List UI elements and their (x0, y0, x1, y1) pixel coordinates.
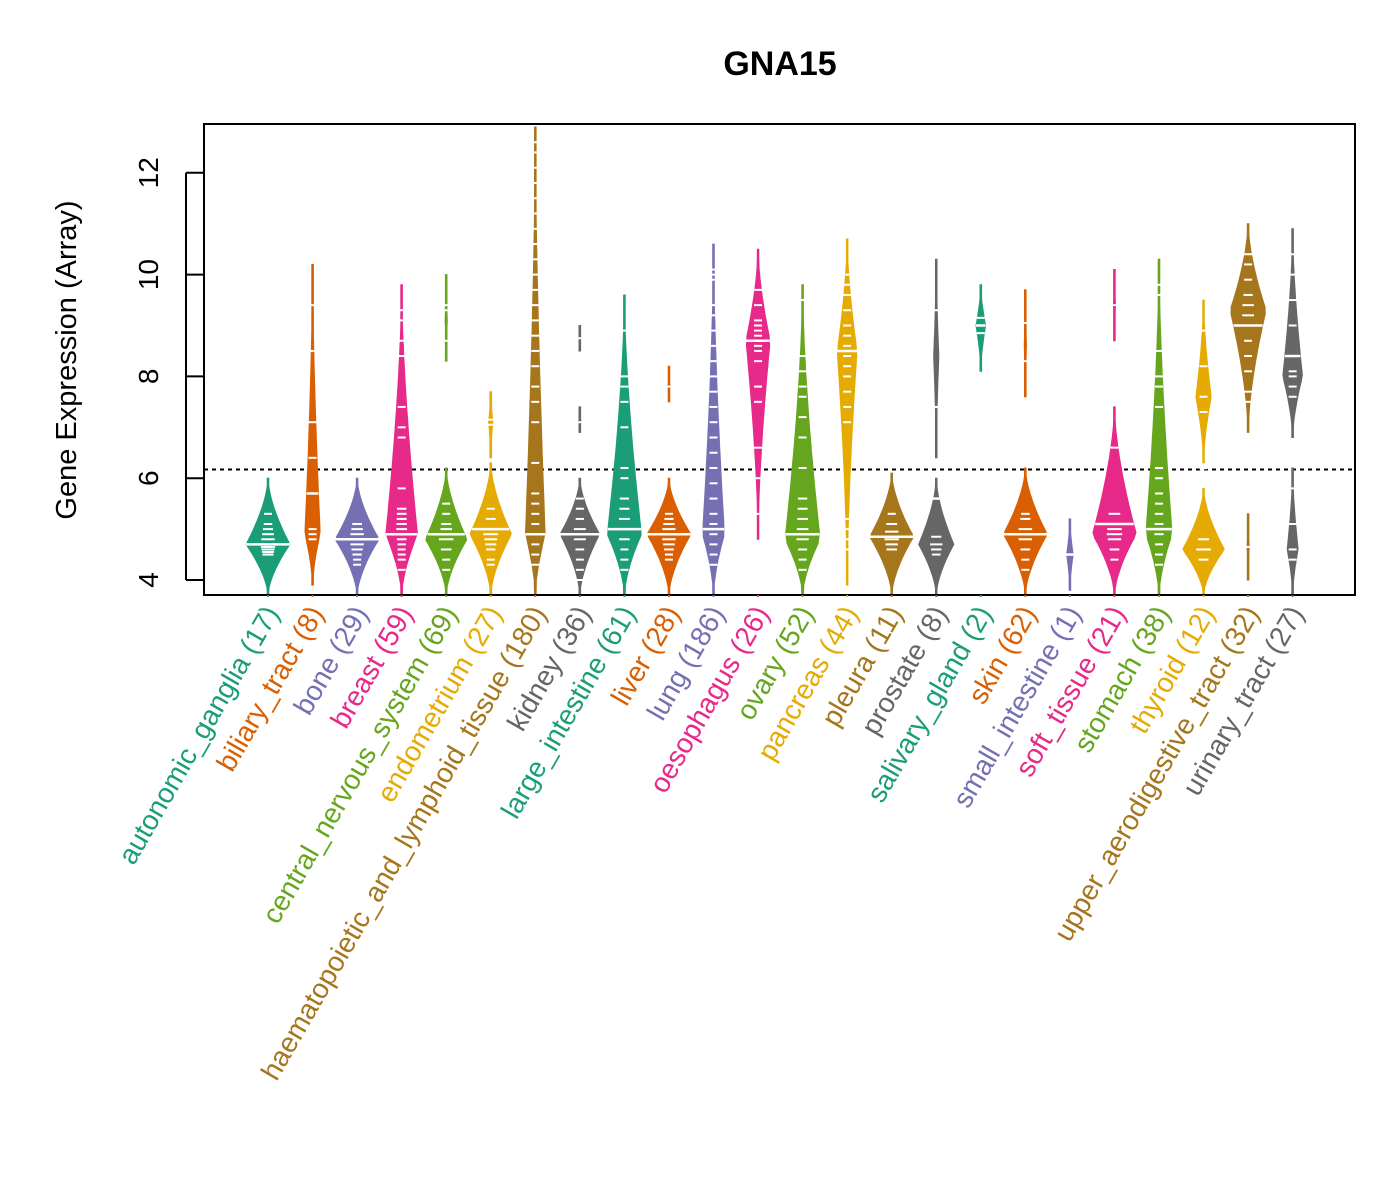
bean-skin (1003, 289, 1048, 596)
bean-pancreas (836, 238, 858, 586)
bean-bone (335, 477, 380, 596)
x-axis-labels: autonomic_ganglia (17)biliary_tract (8)b… (112, 601, 1310, 1086)
bean-upper-aerodigestive-tract (1230, 223, 1266, 581)
bean-density (304, 263, 321, 586)
chart-title: GNA15 (723, 45, 836, 83)
bean-density (444, 274, 448, 362)
bean-thyroid (1182, 299, 1225, 596)
bean-urinary-tract (1282, 228, 1303, 596)
bean-density (578, 406, 582, 433)
bean-density (1182, 487, 1225, 596)
bean-liver (646, 365, 691, 596)
bean-prostate (918, 258, 955, 596)
bean-autonomic-ganglia (245, 477, 291, 596)
bean-density (785, 284, 821, 596)
bean-breast (385, 284, 418, 596)
y-tick-label: 4 (133, 572, 164, 588)
y-axis: 4 6 8 10 12 (133, 157, 204, 588)
bean-density (560, 477, 600, 596)
y-axis-label: Gene Expression (Array) (51, 200, 83, 519)
bean-soft-tissue (1092, 269, 1137, 596)
bean-density (1195, 299, 1212, 464)
y-tick-label: 12 (133, 157, 164, 188)
bean-density (836, 238, 858, 586)
bean-large-intestine (607, 294, 642, 596)
y-tick-label: 10 (133, 259, 164, 290)
bean-density (335, 477, 379, 596)
y-tick-label: 8 (133, 369, 164, 385)
bean-density (1003, 467, 1047, 596)
bean-density (667, 365, 671, 403)
bean-density (245, 477, 291, 596)
bean-endometrium (469, 391, 512, 596)
bean-central-nervous-system (425, 274, 468, 596)
x-ticks (267, 595, 1294, 597)
bean-small-intestine (1065, 518, 1074, 591)
bean-oesophagus (745, 248, 771, 540)
plot-frame (203, 123, 1356, 596)
bean-density (607, 294, 642, 596)
bean-density (870, 472, 914, 596)
bean-haematopoietic-and-lymphoid-tissue (524, 126, 546, 596)
bean-stomach (1145, 258, 1173, 596)
bean-density (647, 477, 691, 596)
bean-density (1145, 258, 1173, 596)
bean-density (385, 284, 418, 596)
bean-density (524, 126, 546, 596)
beans-group (245, 126, 1303, 596)
bean-density (1023, 289, 1027, 398)
bean-density (425, 467, 468, 596)
bean-density (745, 248, 771, 540)
bean-kidney (560, 325, 600, 596)
bean-density (933, 258, 940, 459)
bean-salivary-gland (975, 284, 987, 372)
bean-pleura (869, 472, 914, 596)
bean-density (1282, 228, 1303, 438)
bean-ovary (785, 284, 821, 596)
bean-density (1286, 467, 1299, 596)
bean-density (975, 284, 987, 372)
bean-biliary-tract (304, 263, 321, 586)
bean-lung (702, 243, 725, 596)
bean-density (1230, 223, 1266, 433)
bean-density (702, 243, 725, 596)
bean-density (1092, 406, 1137, 596)
y-tick-label: 6 (133, 470, 164, 486)
